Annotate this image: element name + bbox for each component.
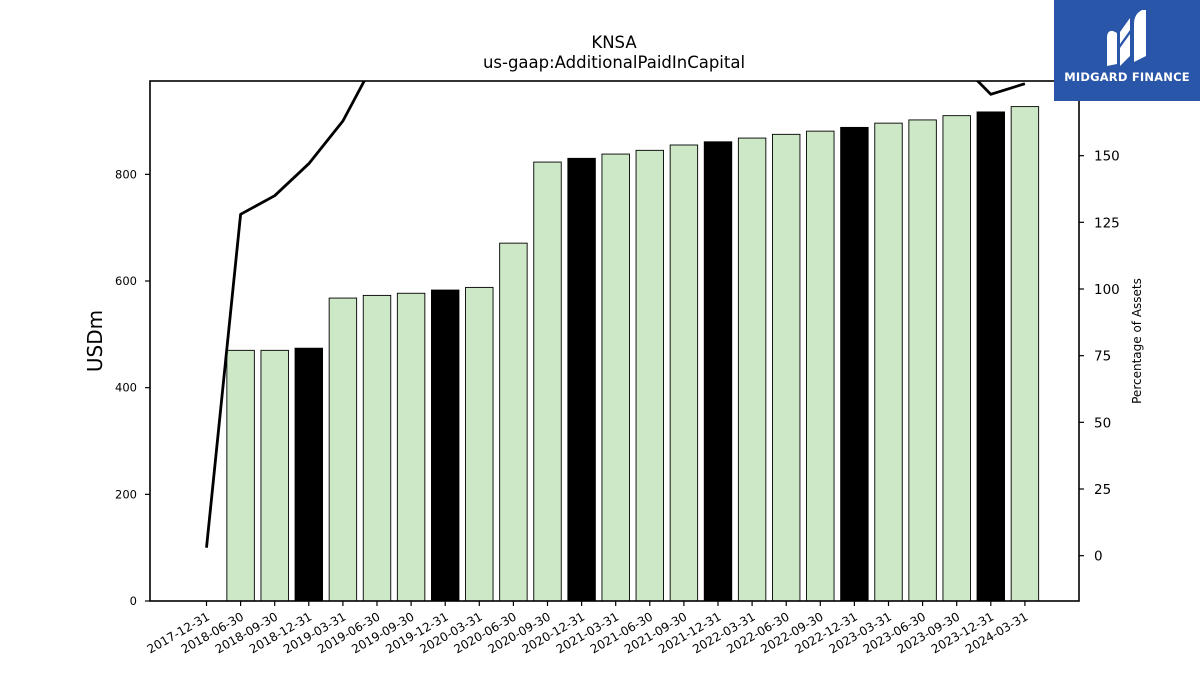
left-tick-label-400: 400: [115, 381, 137, 395]
chart-title: KNSA: [591, 33, 637, 52]
bar-2023-12-31: [976, 111, 1005, 601]
y-axis-label: USDm: [83, 310, 107, 372]
left-tick-label-200: 200: [115, 487, 137, 501]
bar-2022-12-31: [840, 126, 869, 601]
bar-2021-12-31: [703, 141, 733, 601]
bar-2024-03-31: [1010, 106, 1040, 601]
bar-2021-03-31: [601, 153, 630, 601]
brand-mark-icon: [1107, 10, 1146, 66]
bar-2022-09-30: [806, 130, 835, 601]
chart-subtitle: us-gaap:AdditionalPaidInCapital: [483, 53, 745, 72]
bar-2018-12-31: [294, 347, 323, 601]
left-axis: 0 200 400 600 800: [115, 167, 150, 608]
bar-2023-09-30: [942, 115, 971, 601]
bar-2020-09-30: [533, 161, 562, 601]
bar-2023-06-30: [908, 119, 937, 601]
bar-2019-09-30: [396, 292, 426, 601]
right-tick-label-150: 150: [1094, 149, 1120, 165]
bar-2020-06-30: [499, 242, 528, 601]
bar-2019-06-30: [362, 294, 392, 601]
bar-2022-06-30: [772, 133, 801, 601]
bar-2020-03-31: [465, 286, 494, 601]
brand-logo: MIDGARD FINANCE: [1054, 0, 1200, 101]
left-tick-label-600: 600: [115, 274, 137, 288]
bar-2023-03-31: [874, 122, 903, 601]
right-tick-label-0: 0: [1094, 549, 1103, 565]
right-tick-label-125: 125: [1094, 215, 1120, 231]
right-tick-label-25: 25: [1094, 482, 1111, 498]
bar-2020-12-31: [567, 157, 596, 601]
right-tick-label-50: 50: [1094, 415, 1111, 431]
bar-group: [226, 106, 1040, 601]
bar-2021-06-30: [635, 149, 664, 601]
percentage-line: [205, 81, 1026, 548]
left-tick-label-0: 0: [130, 594, 137, 608]
x-axis: 2017-12-312018-06-302018-09-302018-12-31…: [145, 601, 1030, 656]
plot-frame: [149, 80, 1080, 602]
y2-axis-label: Percentage of Assets: [1130, 278, 1144, 404]
bar-2018-09-30: [260, 349, 289, 601]
bar-2018-06-30: [226, 349, 255, 601]
bar-2021-09-30: [669, 144, 699, 601]
bar-2019-03-31: [328, 297, 358, 601]
left-tick-label-800: 800: [115, 167, 137, 181]
right-tick-label-100: 100: [1094, 282, 1120, 298]
bar-2022-03-31: [737, 137, 767, 601]
brand-name: MIDGARD FINANCE: [1064, 70, 1190, 84]
bar-2019-12-31: [431, 289, 460, 601]
right-tick-label-75: 75: [1094, 349, 1111, 365]
right-axis: 0 25 50 75 100 125 150: [1079, 149, 1120, 565]
line-group: [205, 81, 1026, 548]
